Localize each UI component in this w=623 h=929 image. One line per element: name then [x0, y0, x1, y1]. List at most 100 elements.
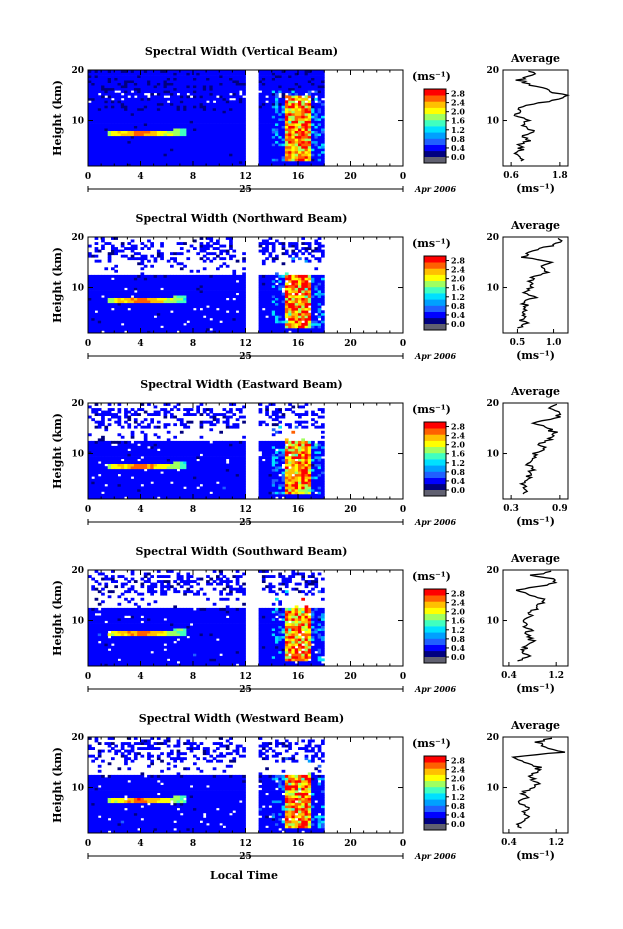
heatmap-cell [275, 128, 279, 131]
heatmap-cell [317, 315, 322, 319]
heatmap-cell [193, 140, 197, 144]
heatmap-cell [176, 115, 181, 119]
heatmap-cell [133, 292, 138, 296]
heatmap-cell [196, 330, 200, 334]
heatmap-cell [91, 481, 95, 485]
heatmap-cell [143, 123, 148, 126]
heatmap-cell [101, 90, 105, 94]
heatmap-cell [127, 322, 132, 326]
heatmap-cell [91, 493, 95, 497]
heatmap-cell [137, 448, 141, 452]
heatmap-cell [258, 158, 263, 162]
heatmap-cell [111, 478, 115, 482]
heatmap-cell [176, 75, 181, 78]
heatmap-cell [101, 244, 105, 248]
heatmap-cell [107, 312, 112, 316]
heatmap-cell [202, 330, 207, 334]
heatmap-cell [275, 287, 279, 291]
heatmap-cell [88, 302, 92, 306]
heatmap-cell [143, 274, 148, 278]
heatmap-cell [261, 138, 266, 142]
heatmap-cell [314, 128, 319, 131]
heatmap-cell [183, 115, 187, 119]
heatmap-cell [111, 458, 115, 462]
heatmap-cell [317, 143, 322, 147]
heatmap-cell [156, 140, 161, 144]
heatmap-cell [229, 292, 233, 296]
heatmap-cell [242, 110, 246, 114]
heatmap-cell [298, 100, 302, 104]
heatmap-cell [130, 249, 135, 253]
heatmap-cell [107, 160, 112, 164]
heatmap-cell [176, 87, 181, 91]
heatmap-cell [209, 290, 214, 293]
heatmap-cell [120, 327, 125, 331]
heatmap-cell [209, 130, 214, 134]
heatmap-cell [111, 75, 115, 78]
heatmap-cell [143, 72, 148, 76]
heatmap-cell [97, 100, 102, 104]
heatmap-cell [143, 130, 148, 134]
heatmap-cell [130, 408, 135, 411]
heatmap-cell [91, 458, 95, 462]
heatmap-cell [284, 312, 289, 316]
heatmap-cell [288, 82, 292, 86]
heatmap-cell [311, 123, 315, 126]
heatmap-cell [97, 287, 102, 291]
heatmap-cell [225, 102, 230, 106]
heatmap-cell [173, 85, 177, 89]
heatmap-cell [317, 100, 322, 104]
heatmap-cell [104, 133, 109, 137]
heatmap-cell [163, 282, 168, 286]
heatmap-cell [258, 102, 263, 106]
heatmap-cell [314, 242, 319, 245]
heatmap-cell [258, 128, 263, 131]
heatmap-cell [278, 153, 282, 157]
heatmap-cell [173, 75, 177, 78]
heatmap-cell [321, 112, 325, 116]
heatmap-cell [222, 330, 227, 334]
heatmap-cell [156, 320, 161, 324]
heatmap-cell [216, 107, 220, 111]
heatmap-cell [97, 425, 102, 429]
heatmap-cell [88, 244, 92, 248]
heatmap-cell [88, 295, 92, 298]
heatmap-cell [140, 282, 145, 286]
heatmap-cell [212, 115, 217, 119]
heatmap-cell [242, 97, 246, 101]
heatmap-cell [124, 133, 128, 137]
heatmap-cell [163, 279, 168, 283]
heatmap-cell [153, 70, 158, 73]
heatmap-cell [232, 153, 237, 157]
heatmap-cell [212, 102, 217, 106]
heatmap-cell [202, 87, 207, 91]
heatmap-cell [94, 130, 99, 134]
heatmap-cell [91, 471, 95, 475]
heatmap-cell [186, 155, 191, 159]
heatmap-cell [278, 160, 282, 164]
heatmap-cell [301, 105, 305, 109]
heatmap-cell [88, 87, 92, 91]
heatmap-cell [156, 330, 161, 334]
heatmap-cell [120, 100, 125, 104]
heatmap-cell [209, 302, 214, 306]
heatmap-cell [186, 295, 191, 298]
heatmap-cell [173, 158, 177, 162]
heatmap-cell [107, 252, 112, 256]
heatmap-cell [133, 473, 138, 477]
heatmap-cell [307, 125, 312, 129]
heatmap-cell [225, 120, 230, 124]
heatmap-cell [225, 80, 230, 83]
heatmap-cell [278, 320, 282, 324]
heatmap-cell [120, 140, 125, 144]
heatmap-cell [196, 95, 200, 99]
heatmap-cell [307, 153, 312, 157]
heatmap-cell [130, 254, 135, 258]
heatmap-cell [160, 82, 164, 86]
heatmap-cell [91, 130, 95, 134]
heatmap-cell [238, 105, 243, 109]
heatmap-cell [133, 456, 138, 459]
heatmap-cell [147, 307, 151, 311]
heatmap-cell [271, 327, 276, 331]
heatmap-cell [156, 115, 161, 119]
